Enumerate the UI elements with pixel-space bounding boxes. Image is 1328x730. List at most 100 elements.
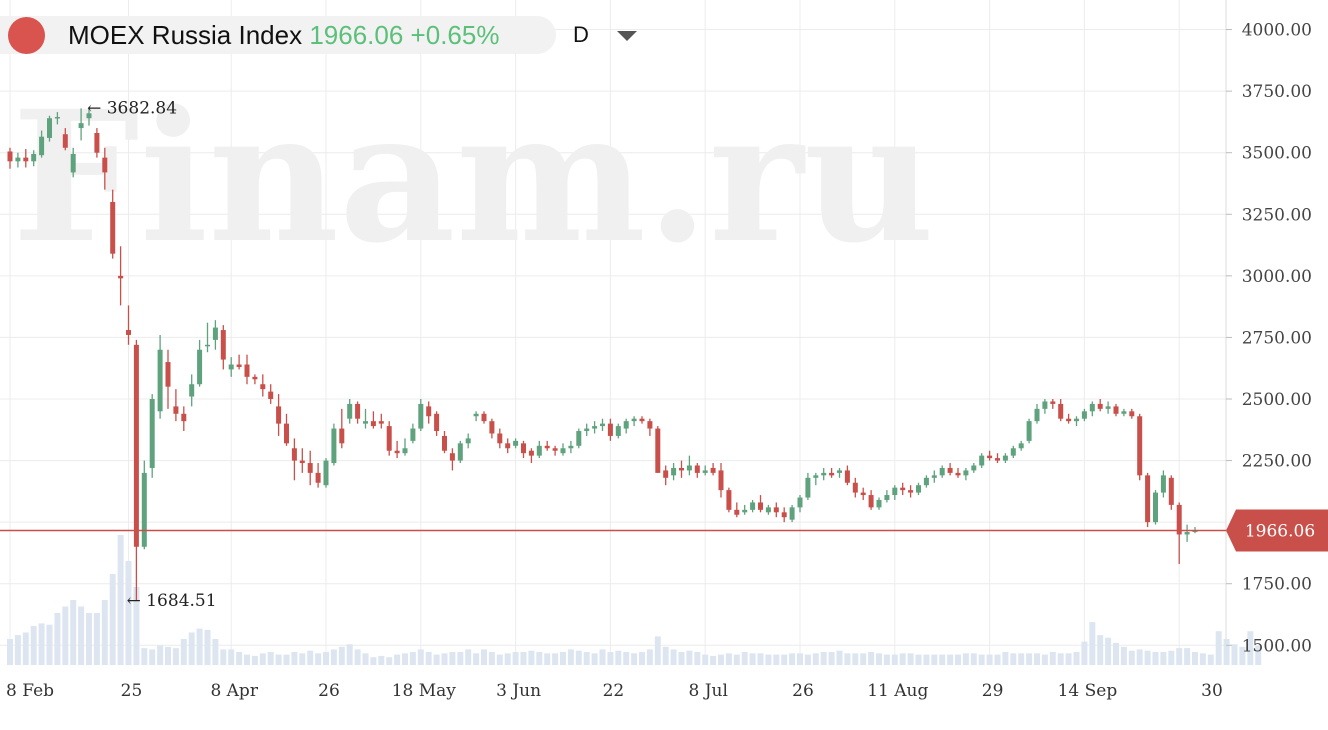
- candle: [118, 246, 124, 306]
- candle-body: [94, 133, 100, 153]
- y-tick-label: 3000.00: [1242, 267, 1312, 287]
- candle-body: [805, 477, 811, 498]
- y-tick-label: 2250.00: [1242, 452, 1312, 472]
- candle: [291, 438, 297, 481]
- candle-body: [197, 349, 203, 385]
- volume-bar: [14, 635, 21, 665]
- volume-bar: [678, 652, 685, 665]
- volume-bar: [330, 649, 337, 665]
- volume-bar: [1136, 649, 1143, 665]
- timeframe-selector[interactable]: D: [573, 22, 589, 47]
- candle-body: [513, 440, 519, 446]
- volume-bar: [607, 652, 614, 665]
- volume-bar: [449, 652, 456, 665]
- candle: [481, 411, 487, 424]
- candle: [1113, 403, 1119, 417]
- candle: [607, 418, 613, 441]
- candle-body: [718, 470, 724, 491]
- candle-body: [291, 448, 297, 461]
- candle-body: [378, 421, 384, 424]
- volume-bar: [970, 653, 977, 665]
- candle-body: [165, 362, 171, 387]
- volume-bar: [86, 613, 92, 665]
- candle-body: [23, 157, 29, 162]
- volume-bar: [220, 649, 227, 665]
- current-price-label: 1966.06: [1245, 522, 1315, 542]
- candle-body: [181, 413, 187, 422]
- candle-body: [370, 421, 376, 427]
- y-tick-label: 2500.00: [1242, 390, 1312, 410]
- candle: [449, 448, 455, 471]
- candle: [663, 465, 669, 486]
- candle: [923, 475, 929, 488]
- candle-body: [252, 376, 258, 380]
- candle-body: [528, 450, 534, 456]
- candle-body: [205, 344, 210, 347]
- candle: [726, 487, 732, 513]
- volume-bar: [62, 606, 69, 665]
- volume-bar: [346, 644, 353, 665]
- candle: [758, 495, 763, 513]
- candle-body: [268, 391, 274, 399]
- candle: [955, 467, 961, 478]
- instrument-change: +0.65%: [410, 20, 500, 50]
- volume-bar: [1215, 631, 1222, 665]
- candle: [837, 467, 842, 478]
- candle-body: [765, 507, 771, 513]
- x-tick-label: 30: [1201, 681, 1223, 701]
- candle: [1042, 399, 1048, 414]
- volume-bar: [22, 632, 29, 665]
- volume-bar: [212, 639, 219, 665]
- volume-bar: [876, 653, 882, 665]
- candle: [181, 406, 187, 432]
- volume-bar: [125, 561, 132, 665]
- volume-bar: [244, 654, 250, 665]
- volume-bar: [725, 653, 732, 665]
- candle-body: [1129, 411, 1135, 417]
- candle: [1121, 408, 1127, 417]
- volume-bar: [1144, 650, 1151, 665]
- candle-body: [671, 467, 677, 476]
- volume-bar: [30, 626, 37, 665]
- watermark: Finam.ru: [12, 72, 935, 283]
- candle: [386, 421, 392, 456]
- volume-bar: [1113, 642, 1119, 665]
- volume-bar: [496, 654, 503, 665]
- candle-body: [323, 460, 329, 486]
- candle: [457, 440, 463, 464]
- volume-bar: [947, 654, 954, 665]
- volume-bar: [149, 649, 156, 665]
- instrument-color-dot[interactable]: [8, 17, 45, 54]
- candle-body: [481, 413, 487, 422]
- candle-body: [987, 455, 993, 459]
- candle: [963, 467, 969, 481]
- candle: [1129, 408, 1135, 419]
- volume-bar: [528, 650, 535, 665]
- volume-bar: [662, 646, 669, 665]
- candle: [844, 465, 850, 486]
- candle: [315, 463, 321, 488]
- candle: [813, 472, 819, 486]
- candle: [852, 477, 858, 498]
- volume-bar: [939, 654, 946, 665]
- instrument-title: MOEX Russia Index 1966.06 +0.65%: [68, 20, 499, 51]
- candle: [805, 472, 811, 500]
- chevron-down-icon[interactable]: [617, 31, 637, 41]
- candle-body: [536, 445, 542, 456]
- candle: [339, 408, 345, 449]
- volume-bar: [741, 652, 748, 665]
- candle-body: [679, 467, 684, 471]
- volume-bar: [915, 654, 922, 665]
- candle-body: [963, 470, 969, 476]
- volume-bar: [299, 653, 306, 665]
- candle-body: [497, 433, 503, 444]
- candle-body: [750, 502, 756, 510]
- candle: [1089, 401, 1095, 417]
- candle-body: [852, 482, 858, 493]
- candle: [1026, 418, 1032, 444]
- candle: [797, 495, 803, 513]
- candle: [157, 334, 163, 419]
- volume-bar: [560, 652, 566, 665]
- candle-body: [844, 470, 850, 483]
- volume-bar: [1010, 653, 1017, 665]
